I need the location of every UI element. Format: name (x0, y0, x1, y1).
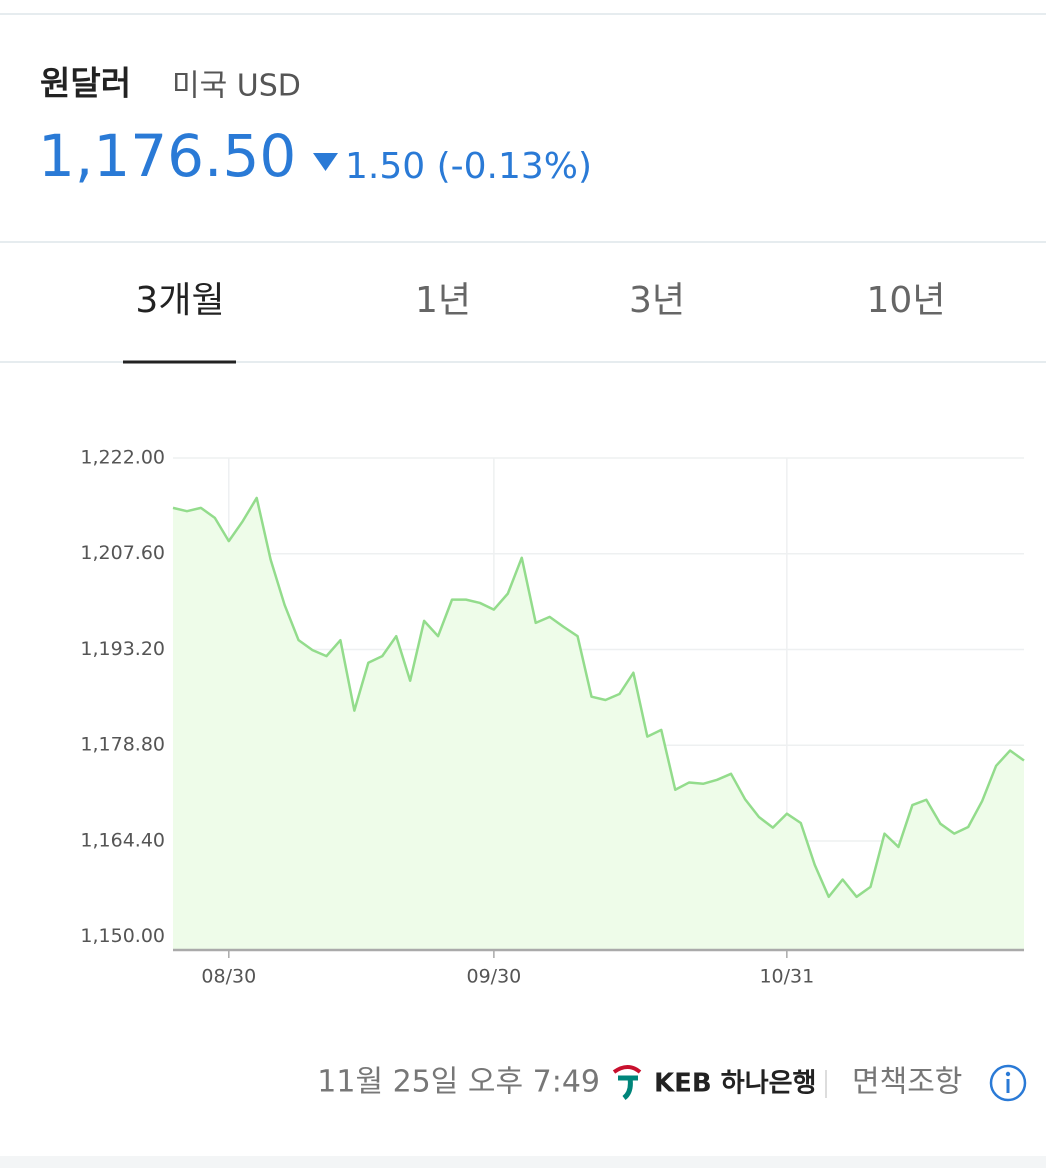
y-tick-label: 1,164.40 (80, 829, 165, 851)
subtitle: 미국 USD (172, 69, 301, 104)
area (173, 497, 1024, 950)
update-time: 11월 25일 오후 7:49 (317, 1065, 600, 1100)
x-tick-label: 09/30 (466, 966, 521, 988)
tab-bar: 3개월 1년 3년 10년 (135, 280, 945, 321)
tab[interactable]: 3년 (629, 280, 685, 321)
x-tick-label: 10/31 (759, 966, 814, 988)
y-tick-label: 1,222.00 (80, 447, 165, 469)
y-tick-label: 1,193.20 (80, 638, 165, 660)
disclaimer[interactable]: 면책조항 (852, 1065, 962, 1100)
chart: 1,150.00 1,164.40 1,178.80 1,193.20 1,207.60… (80, 447, 1025, 988)
bank-logo-icon (612, 1065, 642, 1100)
x-tick-label: 08/30 (201, 966, 256, 988)
tab[interactable]: 3개월 (135, 280, 224, 321)
title: 원달러 (40, 64, 131, 103)
change: 1.50 (-0.13%) (345, 146, 592, 187)
bank-logo: KEB 하나은행 (654, 1069, 816, 1099)
down-arrow (313, 153, 338, 171)
y-tick-label: 1,178.80 (80, 734, 165, 756)
tab[interactable]: 1년 (415, 280, 471, 321)
y-tick-label: 1,150.00 (80, 925, 165, 947)
price: 1,176.50 (38, 122, 296, 190)
bottom-bar (0, 1156, 1046, 1168)
tab[interactable]: 10년 (867, 280, 946, 321)
info-icon[interactable] (989, 1064, 1027, 1102)
line (172, 496, 1025, 899)
y-tick-label: 1,207.60 (80, 542, 165, 564)
